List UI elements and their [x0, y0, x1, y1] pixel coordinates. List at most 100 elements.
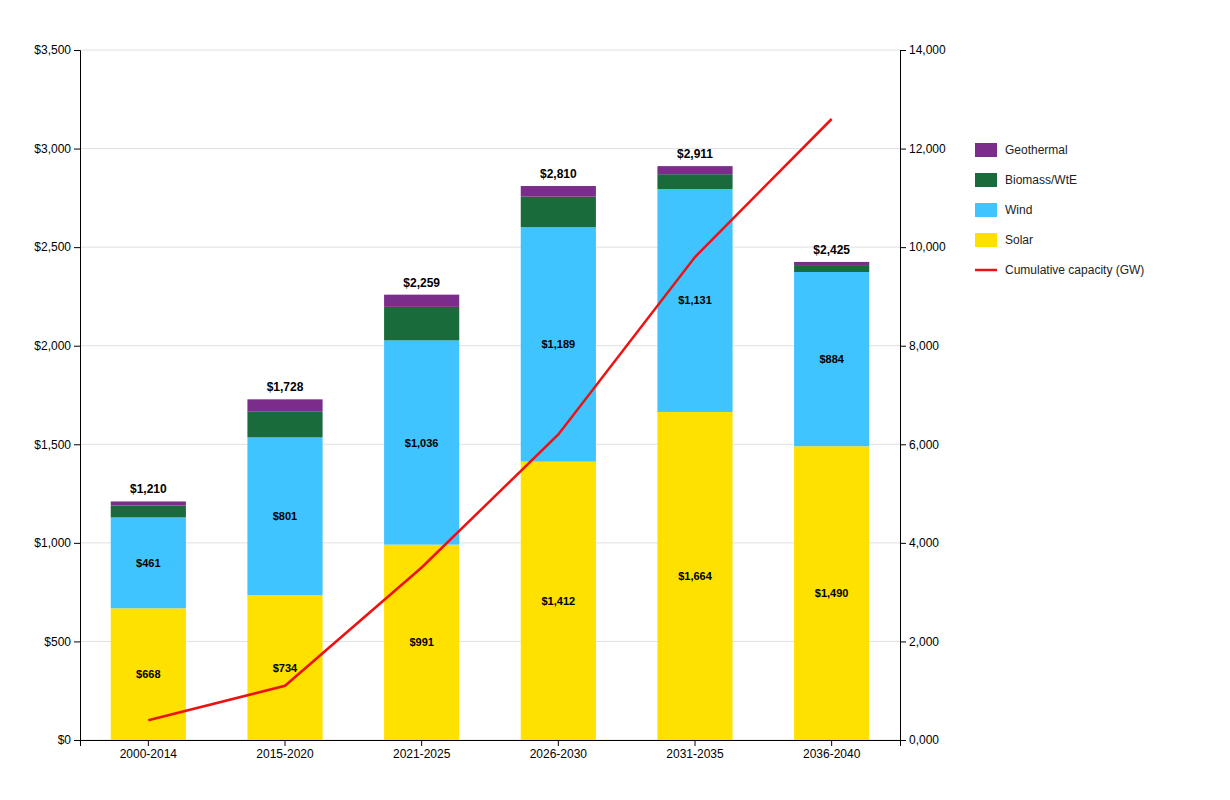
y2-axis: 0,000 2,000 4,000 6,000 8,000 10,000 12,000 14,… — [900, 43, 946, 747]
tick-mark — [900, 149, 906, 150]
tick-label: 12,000 — [909, 142, 946, 156]
tick: $0 — [58, 733, 80, 747]
tick-label: 2026-2030 — [530, 747, 588, 761]
tick-mark — [558, 740, 559, 746]
tick-label: 2,000 — [909, 635, 939, 649]
tick-mark — [900, 543, 906, 544]
bar — [111, 506, 186, 518]
tick: $3,000 — [34, 142, 80, 156]
legend-item: Wind — [975, 203, 1032, 217]
tick: $500 — [44, 635, 80, 649]
axis-line — [901, 51, 907, 741]
legend-swatch — [975, 203, 997, 217]
axis-line — [74, 51, 81, 741]
bar — [384, 545, 459, 740]
tick: 2021-2025 — [393, 740, 451, 761]
legend-item: Cumulative capacity (GW) — [975, 263, 1144, 277]
tick: $2,000 — [34, 339, 80, 353]
data-label: $1,412 — [542, 595, 576, 607]
data-label: $1,490 — [815, 587, 849, 599]
tick: 0,000 — [900, 733, 939, 747]
bar — [384, 307, 459, 341]
bar — [521, 197, 596, 228]
tick: 14,000 — [900, 43, 946, 57]
bar — [247, 412, 322, 438]
data-label: $801 — [273, 510, 297, 522]
data-label: $1,189 — [542, 338, 576, 350]
line — [148, 119, 831, 720]
grid-line — [80, 247, 900, 248]
tick: 8,000 — [900, 339, 939, 353]
marks — [111, 119, 870, 740]
chart: 2000-20142015-20202021-20252026-20302031… — [0, 0, 1230, 800]
tick-label: 4,000 — [909, 536, 939, 550]
tick: 2,000 — [900, 635, 939, 649]
data-label: $884 — [819, 353, 844, 365]
total-label: $1,210 — [130, 482, 167, 496]
tick-mark — [900, 444, 906, 445]
tick-mark — [74, 247, 80, 248]
bar — [521, 227, 596, 461]
tick: 12,000 — [900, 142, 946, 156]
tick-mark — [900, 641, 906, 642]
bar — [521, 186, 596, 197]
tick-mark — [74, 444, 80, 445]
legend-label: Cumulative capacity (GW) — [1005, 263, 1144, 277]
tick-mark — [148, 740, 149, 746]
tick: 6,000 — [900, 438, 939, 452]
grid-line — [80, 542, 900, 543]
legend-swatch — [975, 269, 997, 272]
grid-line — [80, 148, 900, 149]
bar-series — [111, 412, 870, 740]
data-label: $991 — [409, 636, 433, 648]
tick-mark — [74, 740, 80, 741]
legend-swatch — [975, 143, 997, 157]
tick: $2,500 — [34, 240, 80, 254]
tick-mark — [695, 740, 696, 746]
y-axis: $0$500$1,000$1,500$2,000$2,500$3,000$3,5… — [34, 43, 80, 747]
legend-swatch — [975, 233, 997, 247]
bar — [657, 412, 732, 740]
tick-mark — [900, 740, 906, 741]
tick-mark — [74, 149, 80, 150]
tick: 4,000 — [900, 536, 939, 550]
tick-label: $2,500 — [34, 240, 71, 254]
tick: $1,500 — [34, 438, 80, 452]
tick-label: 2015-2020 — [256, 747, 314, 761]
tick-mark — [74, 346, 80, 347]
data-label: $461 — [136, 557, 160, 569]
tick-label: 2036-2040 — [803, 747, 861, 761]
tick-label: $0 — [58, 733, 72, 747]
tick: 10,000 — [900, 240, 946, 254]
data-label: $1,036 — [405, 437, 439, 449]
bar — [657, 189, 732, 412]
tick: 2031-2035 — [666, 740, 724, 761]
tick: 2026-2030 — [530, 740, 588, 761]
bar — [247, 437, 322, 595]
tick-mark — [900, 50, 906, 51]
legend-label: Wind — [1005, 203, 1032, 217]
bar — [794, 446, 869, 740]
legend-label: Solar — [1005, 233, 1033, 247]
legend-swatch — [975, 173, 997, 187]
bar — [794, 265, 869, 272]
data-label: $668 — [136, 668, 160, 680]
tick-label: 8,000 — [909, 339, 939, 353]
bar — [794, 262, 869, 265]
bar — [247, 595, 322, 740]
bar — [521, 462, 596, 740]
tick-label: $2,000 — [34, 339, 71, 353]
tick-mark — [74, 641, 80, 642]
tick-label: 14,000 — [909, 43, 946, 57]
x-axis: 2000-20142015-20202021-20252026-20302031… — [81, 740, 901, 761]
tick-label: $1,500 — [34, 438, 71, 452]
tick-label: 2031-2035 — [666, 747, 724, 761]
tick-label: 2021-2025 — [393, 747, 451, 761]
bar — [384, 295, 459, 307]
tick-mark — [831, 740, 832, 746]
grid-line — [80, 641, 900, 642]
plot-area: 2000-20142015-20202021-20252026-20302031… — [34, 43, 946, 760]
legend-item: Solar — [975, 233, 1033, 247]
tick: 2036-2040 — [803, 740, 861, 761]
total-label: $2,259 — [403, 276, 440, 290]
